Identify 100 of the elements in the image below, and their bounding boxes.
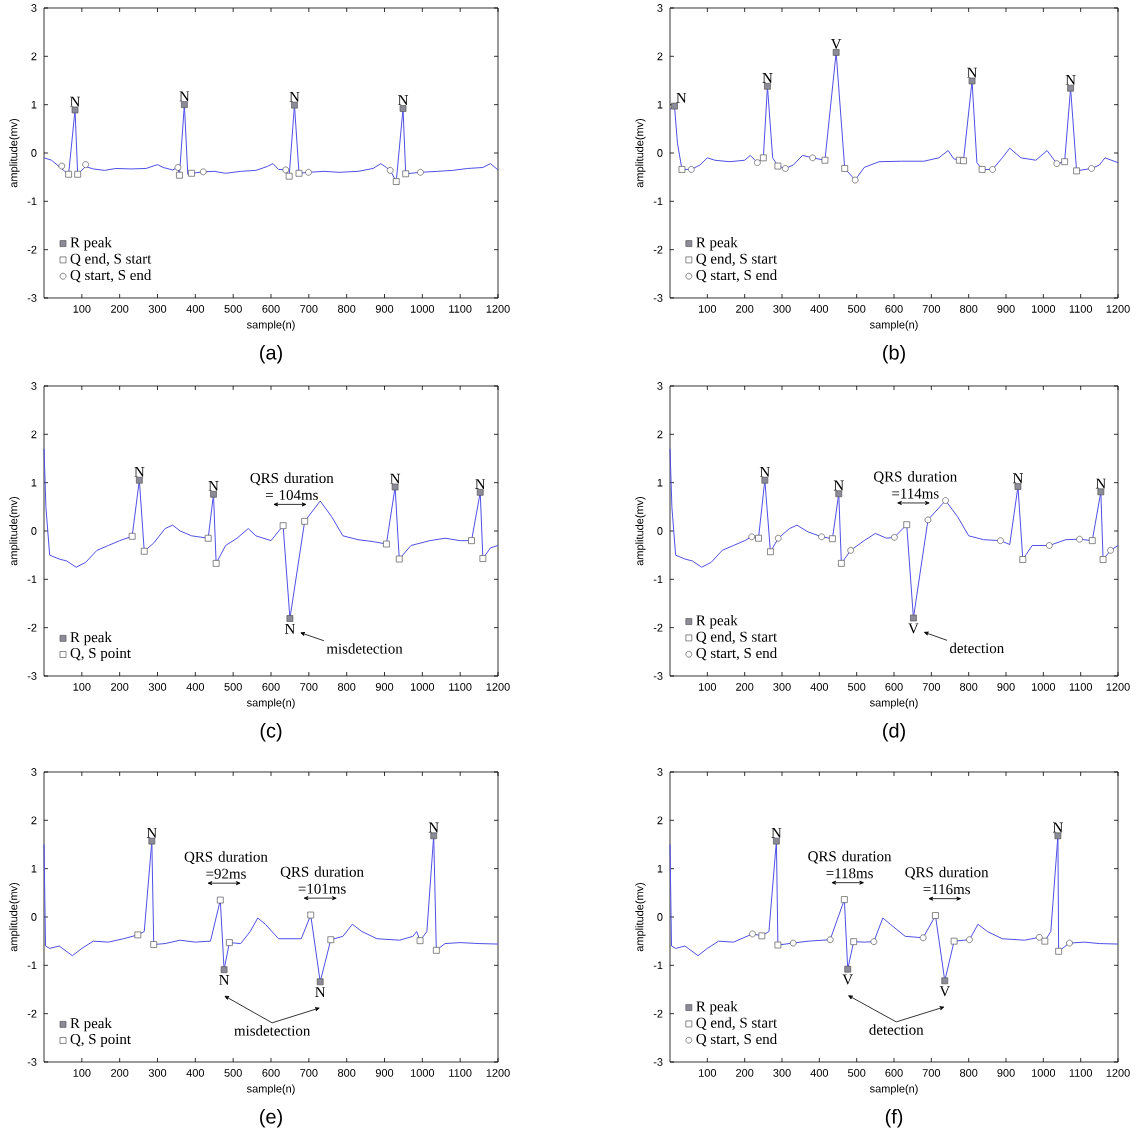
point bbox=[176, 171, 183, 179]
point bbox=[1076, 535, 1083, 543]
text: (f) bbox=[885, 1109, 903, 1128]
point bbox=[671, 102, 678, 110]
point bbox=[140, 547, 148, 555]
point bbox=[286, 615, 294, 622]
point bbox=[847, 546, 855, 554]
line-series bbox=[43, 104, 499, 182]
point bbox=[1035, 933, 1043, 941]
point bbox=[74, 170, 82, 178]
point bbox=[220, 966, 228, 974]
point bbox=[832, 49, 840, 56]
point bbox=[1099, 556, 1107, 563]
point bbox=[924, 516, 932, 524]
point bbox=[850, 938, 858, 945]
point bbox=[978, 166, 986, 173]
point bbox=[774, 162, 782, 170]
point bbox=[774, 534, 782, 542]
point bbox=[774, 941, 782, 949]
point bbox=[128, 532, 136, 540]
point bbox=[1073, 167, 1080, 175]
point bbox=[392, 178, 400, 185]
point bbox=[782, 165, 789, 172]
point bbox=[402, 170, 410, 178]
point bbox=[199, 168, 207, 176]
point bbox=[989, 166, 996, 173]
point bbox=[386, 167, 394, 174]
point bbox=[399, 105, 407, 112]
point bbox=[932, 912, 939, 919]
point bbox=[285, 172, 293, 180]
point bbox=[1053, 160, 1061, 167]
point bbox=[789, 939, 797, 947]
point bbox=[910, 614, 917, 622]
point bbox=[997, 537, 1004, 545]
text: (e) bbox=[260, 1109, 282, 1128]
point bbox=[687, 166, 695, 173]
point bbox=[204, 534, 212, 542]
point bbox=[82, 161, 89, 168]
point bbox=[305, 168, 312, 176]
point bbox=[416, 937, 424, 945]
point bbox=[818, 533, 825, 541]
line-series bbox=[669, 51, 1119, 181]
point bbox=[891, 533, 898, 541]
point bbox=[1019, 556, 1027, 563]
point bbox=[1066, 939, 1073, 947]
point bbox=[919, 934, 927, 942]
point bbox=[1061, 158, 1068, 166]
text: (c) bbox=[260, 723, 282, 742]
text: (b) bbox=[883, 345, 905, 364]
text: (a) bbox=[260, 345, 282, 364]
point bbox=[150, 941, 158, 948]
point bbox=[755, 534, 762, 542]
point bbox=[829, 535, 836, 543]
point bbox=[678, 166, 686, 173]
line-series bbox=[43, 835, 499, 983]
point bbox=[395, 555, 403, 563]
point bbox=[417, 168, 424, 176]
text: (d) bbox=[883, 723, 905, 742]
point bbox=[188, 169, 195, 177]
point bbox=[1088, 165, 1095, 172]
point bbox=[942, 497, 949, 504]
point bbox=[301, 517, 309, 525]
point bbox=[327, 936, 335, 944]
point bbox=[749, 930, 756, 938]
point bbox=[844, 965, 852, 973]
point bbox=[759, 154, 767, 162]
point bbox=[748, 533, 756, 541]
point bbox=[1088, 537, 1096, 545]
point bbox=[767, 548, 774, 556]
point bbox=[950, 937, 958, 945]
point bbox=[316, 978, 324, 986]
point bbox=[826, 936, 834, 944]
point bbox=[851, 176, 859, 184]
point bbox=[809, 154, 816, 162]
point bbox=[65, 170, 72, 178]
point bbox=[134, 931, 142, 939]
point bbox=[870, 938, 878, 945]
point bbox=[58, 162, 66, 170]
point bbox=[307, 911, 315, 919]
point bbox=[295, 169, 303, 177]
point bbox=[1055, 947, 1062, 955]
point bbox=[941, 977, 949, 985]
point bbox=[212, 560, 220, 567]
point bbox=[226, 939, 233, 946]
point bbox=[1045, 542, 1053, 549]
point bbox=[468, 537, 475, 545]
point bbox=[174, 164, 182, 171]
point bbox=[821, 156, 829, 164]
point bbox=[841, 165, 849, 172]
point bbox=[838, 560, 845, 567]
line-series bbox=[43, 448, 499, 619]
point bbox=[279, 522, 287, 530]
point bbox=[282, 166, 290, 174]
point bbox=[758, 932, 766, 940]
point bbox=[216, 896, 224, 904]
point bbox=[383, 540, 390, 548]
point bbox=[1107, 546, 1114, 554]
point bbox=[841, 896, 848, 903]
point bbox=[966, 936, 973, 944]
point bbox=[432, 946, 440, 954]
